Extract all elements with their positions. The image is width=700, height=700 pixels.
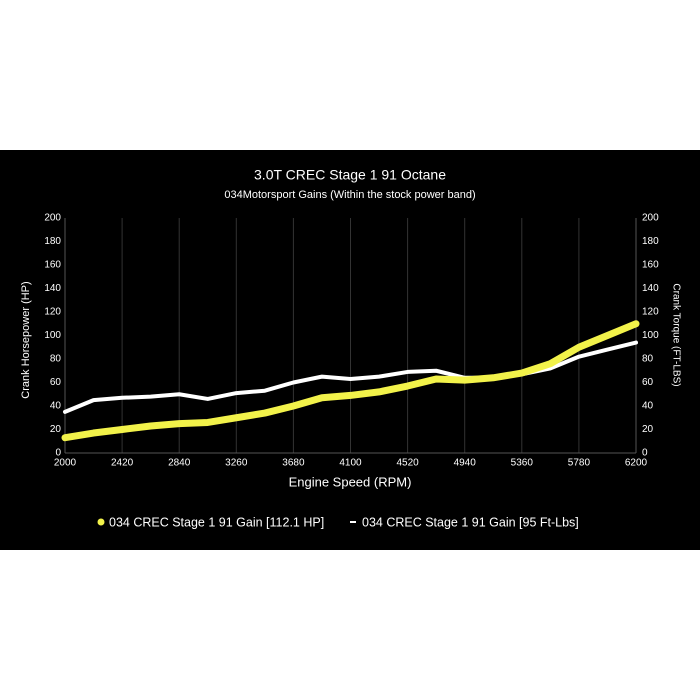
x-tick-label: 6200 (625, 458, 648, 469)
y2-axis-label: Crank Torque (FT-LBS) (670, 283, 681, 386)
y-tick-label: 160 (44, 260, 61, 271)
x-tick-label: 2000 (54, 458, 77, 469)
x-tick-label: 5360 (511, 458, 534, 469)
y-tick-label: 0 (55, 448, 61, 459)
x-tick-label: 2420 (111, 458, 134, 469)
y2-tick-label: 160 (642, 260, 659, 271)
y-tick-label: 60 (50, 377, 62, 388)
chart-subtitle: 034Motorsport Gains (Within the stock po… (224, 189, 475, 201)
x-tick-label: 3680 (282, 458, 305, 469)
series-line (61, 320, 640, 442)
y-tick-label: 180 (44, 236, 61, 247)
chart-title: 3.0T CREC Stage 1 91 Octane (254, 167, 446, 183)
y2-tick-label: 100 (642, 330, 659, 341)
y2-tick-label: 180 (642, 236, 659, 247)
x-tick-label: 5780 (568, 458, 591, 469)
y2-tick-label: 20 (642, 424, 654, 435)
y-tick-label: 200 (44, 213, 61, 224)
y-tick-label: 100 (44, 330, 61, 341)
y-tick-label: 40 (50, 401, 62, 412)
y2-tick-label: 80 (642, 354, 654, 365)
x-tick-label: 2840 (168, 458, 191, 469)
y-axis-label: Crank Horsepower (HP) (20, 281, 32, 398)
y2-tick-label: 40 (642, 401, 654, 412)
y-tick-label: 20 (50, 424, 62, 435)
y-tick-label: 80 (50, 354, 62, 365)
y2-tick-label: 120 (642, 307, 659, 318)
x-tick-label: 4940 (454, 458, 477, 469)
legend-label: 034 CREC Stage 1 91 Gain [95 Ft-Lbs] (362, 515, 579, 529)
legend-swatch (97, 518, 105, 526)
y2-tick-label: 0 (642, 448, 648, 459)
legend-label: 034 CREC Stage 1 91 Gain [112.1 HP] (109, 515, 324, 529)
y2-tick-label: 140 (642, 283, 659, 294)
x-tick-label: 4100 (339, 458, 362, 469)
y-tick-label: 140 (44, 283, 61, 294)
x-tick-label: 3260 (225, 458, 248, 469)
x-tick-label: 4520 (396, 458, 419, 469)
y2-tick-label: 200 (642, 213, 659, 224)
x-axis-label: Engine Speed (RPM) (289, 474, 412, 489)
y-tick-label: 120 (44, 307, 61, 318)
y2-tick-label: 60 (642, 377, 654, 388)
